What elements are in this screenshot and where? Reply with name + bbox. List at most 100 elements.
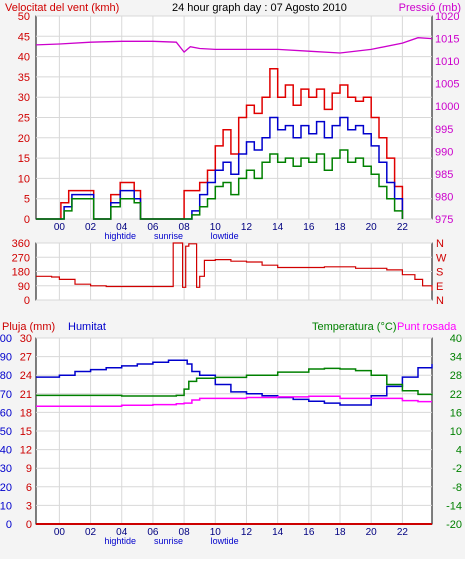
y-right-tick-label: 1015 [435, 34, 459, 46]
x-tick-label: 10 [210, 222, 222, 233]
temp-tick-label: -8 [452, 482, 462, 494]
humidity-tick-label: 60 [0, 407, 12, 419]
x-tick-label: 06 [147, 527, 159, 538]
x-tick-label: 14 [272, 527, 284, 538]
y-left-tick-label: 45 [18, 31, 30, 43]
direction-tick-label: 0 [24, 295, 30, 307]
y-left-axis-title: Velocitat del vent (kmh) [5, 2, 119, 14]
temp-tick-label: 28 [450, 370, 462, 382]
rain-tick-label: 15 [20, 426, 32, 438]
compass-label: N [436, 238, 444, 250]
temp-tick-label: 40 [450, 333, 462, 345]
x-tick-label: 12 [241, 222, 253, 233]
y-right-axis-title: Pressió (mb) [399, 2, 461, 14]
temperature-axis-title: Temperatura (°C) [312, 321, 396, 333]
y-right-tick-label: 1010 [435, 56, 459, 68]
y-left-tick-label: 40 [18, 52, 30, 64]
rain-tick-label: 0 [26, 519, 32, 531]
x-tick-label: 08 [179, 222, 191, 233]
compass-label: E [436, 281, 443, 293]
y-left-tick-label: 20 [18, 133, 30, 145]
x-tick-label: 12 [241, 527, 253, 538]
humidity-tick-label: 40 [0, 445, 12, 457]
pressure-series [35, 37, 433, 54]
y-left-tick-label: 10 [18, 173, 30, 185]
compass-label: S [436, 267, 443, 279]
y-right-tick-label: 990 [435, 146, 453, 158]
x-tick-label: 06 [147, 222, 159, 233]
rain-tick-label: 30 [20, 333, 32, 345]
y-right-tick-label: 995 [435, 124, 453, 136]
wind-max-series [36, 68, 404, 220]
x-tick-label: 22 [397, 527, 409, 538]
y-right-tick-label: 1020 [435, 11, 459, 23]
temp-tick-label: 4 [456, 445, 462, 457]
humidity-tick-label: 30 [0, 463, 12, 475]
rain-tick-label: 18 [20, 407, 32, 419]
event-label-hightide: hightide [104, 536, 136, 546]
humidity-series [36, 359, 433, 406]
humidity-tick-label: 20 [0, 482, 12, 494]
temp-tick-label: -20 [446, 519, 462, 531]
y-left-tick-label: 30 [18, 92, 30, 104]
humidity-axis-title: Humitat [68, 321, 106, 333]
rain-tick-label: 6 [26, 482, 32, 494]
dewpoint-series [36, 395, 432, 407]
temp-tick-label: 22 [450, 389, 462, 401]
x-tick-label: 20 [366, 222, 378, 233]
event-label-sunrise: sunrise [154, 536, 183, 546]
x-tick-label: 18 [334, 222, 346, 233]
dewpoint-axis-title: Punt rosada [397, 321, 457, 333]
x-tick-label: 10 [210, 527, 222, 538]
compass-label: W [436, 252, 447, 264]
x-tick-label: 16 [303, 222, 315, 233]
humidity-tick-label: 100 [0, 333, 12, 345]
humidity-tick-label: 80 [0, 370, 12, 382]
direction-tick-label: 90 [18, 281, 30, 293]
rain-tick-label: 21 [20, 389, 32, 401]
direction-tick-label: 270 [12, 252, 30, 264]
y-right-tick-label: 975 [435, 214, 453, 226]
direction-series [36, 242, 433, 291]
temp-tick-label: -2 [452, 463, 462, 475]
direction-tick-label: 180 [12, 267, 30, 279]
humidity-tick-label: 0 [6, 519, 12, 531]
y-left-tick-label: 25 [18, 113, 30, 125]
y-right-tick-label: 1005 [435, 79, 459, 91]
x-tick-label: 00 [54, 527, 66, 538]
temp-tick-label: 34 [450, 352, 462, 364]
temp-tick-label: 16 [450, 407, 462, 419]
x-tick-label: 04 [116, 527, 128, 538]
event-label-lowtide: lowtide [211, 536, 239, 546]
humidity-tick-label: 70 [0, 389, 12, 401]
event-label-lowtide: lowtide [211, 231, 239, 241]
x-tick-label: 22 [397, 222, 409, 233]
compass-label: N [436, 295, 444, 307]
humidity-tick-label: 50 [0, 426, 12, 438]
rain-tick-label: 12 [20, 445, 32, 457]
wind-pressure-panel: 0510152025303540455097598098599099510001… [5, 2, 461, 241]
temp-tick-label: -14 [446, 500, 462, 512]
temp-tick-label: 10 [450, 426, 462, 438]
x-tick-label: 14 [272, 222, 284, 233]
y-left-tick-label: 5 [24, 194, 30, 206]
y-left-tick-label: 35 [18, 72, 30, 84]
x-tick-label: 16 [303, 527, 315, 538]
y-left-tick-label: 50 [18, 11, 30, 23]
rain-axis-title: Pluja (mm) [2, 321, 55, 333]
rain-tick-label: 24 [20, 370, 32, 382]
humidity-tick-label: 90 [0, 352, 12, 364]
x-tick-label: 20 [366, 527, 378, 538]
y-right-tick-label: 980 [435, 191, 453, 203]
wind-avg-series [36, 116, 404, 220]
chart-title: 24 hour graph day : 07 Agosto 2010 [172, 2, 347, 14]
x-tick-label: 00 [54, 222, 66, 233]
x-tick-label: 02 [85, 527, 97, 538]
direction-tick-label: 360 [12, 238, 30, 250]
x-tick-label: 08 [179, 527, 191, 538]
y-left-tick-label: 15 [18, 153, 30, 165]
x-tick-label: 04 [116, 222, 128, 233]
